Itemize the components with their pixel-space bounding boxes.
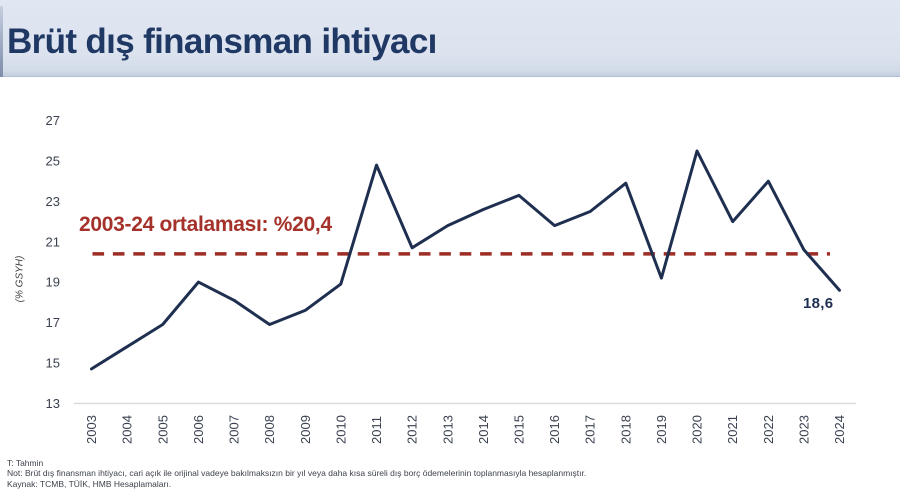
y-tick-label: 13 bbox=[46, 396, 60, 411]
y-tick-label: 27 bbox=[46, 113, 60, 128]
x-tick-label: 2012 bbox=[405, 415, 420, 444]
slide-header: Brüt dış finansman ihtiyacı bbox=[0, 0, 900, 77]
x-tick-label: 2011 bbox=[369, 416, 384, 444]
x-tick-label: 2018 bbox=[618, 415, 633, 444]
x-tick-label: 2022 bbox=[761, 415, 776, 444]
y-axis-title: (% GSYH) bbox=[14, 255, 26, 303]
footnote-tahmin: T: Tahmin bbox=[7, 458, 44, 468]
footnotes: T: Tahmin Not: Brüt dış finansman ihtiya… bbox=[7, 458, 586, 489]
slide-title: Brüt dış finansman ihtiyacı bbox=[7, 22, 437, 61]
average-annotation: 2003-24 ortalaması: %20,4 bbox=[79, 213, 332, 236]
x-tick-label: 2004 bbox=[120, 415, 135, 444]
header-accent-stripe bbox=[0, 6, 3, 77]
footnote-not: Not: Brüt dış finansman ihtiyacı, cari a… bbox=[7, 468, 587, 479]
x-tick-label: 2008 bbox=[262, 415, 277, 444]
x-tick-label: 2019 bbox=[654, 415, 669, 444]
last-point-value-label: 18,6 bbox=[803, 294, 834, 312]
x-tick-label: 2015 bbox=[511, 415, 526, 444]
x-tick-label: 2003 bbox=[84, 415, 99, 444]
y-tick-label: 17 bbox=[46, 315, 60, 330]
y-tick-label: 19 bbox=[46, 275, 60, 290]
x-tick-label: 2013 bbox=[440, 415, 455, 444]
x-tick-label: 2009 bbox=[298, 415, 313, 444]
x-tick-label: 2016 bbox=[547, 415, 562, 444]
data-line bbox=[90, 149, 841, 371]
x-tick-label: 2020 bbox=[690, 415, 705, 444]
y-tick-label: 25 bbox=[46, 154, 60, 169]
footnote-kaynak: Kaynak: TCMB, TÜİK, HMB Hesaplamaları. bbox=[7, 478, 172, 489]
x-tick-label: 2021 bbox=[725, 415, 740, 444]
y-tick-label: 21 bbox=[46, 234, 60, 249]
x-tick-label: 2023 bbox=[796, 415, 811, 444]
x-tick-label: 2007 bbox=[227, 415, 242, 444]
y-tick-label: 23 bbox=[46, 194, 60, 209]
x-tick-label: 2017 bbox=[583, 415, 598, 444]
x-tick-label: 2005 bbox=[155, 415, 170, 444]
x-tick-label: 2014 bbox=[476, 415, 491, 444]
y-tick-label: 15 bbox=[46, 355, 60, 370]
x-tick-label: 2006 bbox=[191, 415, 206, 444]
x-tick-label: 2024 bbox=[832, 415, 847, 444]
x-tick-label: 2010 bbox=[333, 415, 348, 444]
